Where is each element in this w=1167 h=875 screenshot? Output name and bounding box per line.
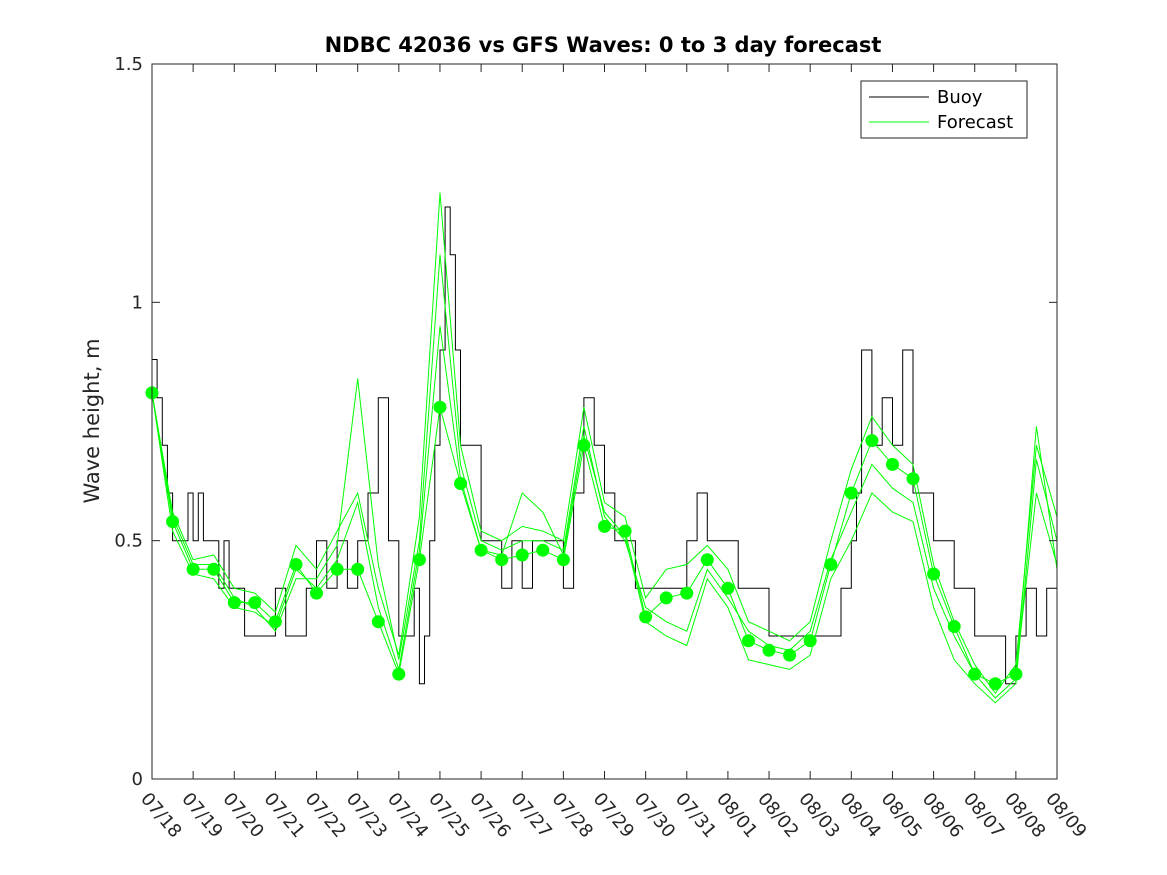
forecast-marker bbox=[680, 586, 694, 600]
y-tick-label: 0 bbox=[132, 769, 143, 790]
forecast-marker bbox=[248, 596, 262, 610]
forecast-marker bbox=[886, 457, 899, 471]
legend-label-buoy: Buoy bbox=[937, 87, 983, 108]
forecast-marker bbox=[166, 515, 180, 529]
forecast-marker bbox=[598, 519, 611, 533]
chart-title: NDBC 42036 vs GFS Waves: 0 to 3 day fore… bbox=[325, 33, 882, 57]
forecast-marker bbox=[762, 643, 776, 657]
forecast-marker bbox=[947, 620, 961, 633]
forecast-marker bbox=[474, 543, 488, 557]
forecast-marker bbox=[268, 615, 282, 629]
forecast-marker bbox=[433, 400, 447, 414]
forecast-marker bbox=[577, 438, 591, 452]
forecast-marker bbox=[927, 567, 941, 581]
forecast-marker bbox=[865, 434, 879, 448]
forecast-member-line-3 bbox=[151, 254, 1058, 699]
forecast-marker bbox=[803, 634, 817, 648]
forecast-marker bbox=[783, 648, 797, 662]
forecast-marker bbox=[639, 610, 653, 624]
forecast-marker bbox=[289, 558, 303, 571]
series-layer bbox=[145, 192, 1058, 704]
forecast-marker bbox=[988, 677, 1002, 691]
forecast-marker bbox=[495, 553, 509, 567]
forecast-marker bbox=[186, 562, 200, 576]
forecast-marker bbox=[227, 596, 241, 610]
legend-box bbox=[860, 80, 1028, 139]
forecast-marker bbox=[659, 591, 673, 605]
forecast-member-line-4 bbox=[151, 326, 1058, 704]
forecast-marker bbox=[742, 634, 755, 648]
forecast-marker bbox=[721, 581, 735, 595]
forecast-marker bbox=[515, 548, 529, 562]
legend: Buoy Forecast bbox=[860, 80, 1028, 139]
y-tick-label: 1 bbox=[132, 292, 143, 313]
forecast-marker bbox=[351, 562, 365, 576]
y-tick-label: 0.5 bbox=[114, 531, 143, 552]
forecast-marker bbox=[392, 667, 406, 681]
forecast-marker bbox=[844, 486, 858, 500]
forecast-marker bbox=[824, 558, 838, 571]
forecast-member-line-2 bbox=[151, 192, 1058, 695]
forecast-marker bbox=[371, 615, 385, 629]
forecast-marker bbox=[1009, 667, 1023, 681]
forecast-marker bbox=[330, 562, 344, 576]
legend-label-forecast: Forecast bbox=[937, 112, 1013, 133]
forecast-marker bbox=[906, 472, 920, 486]
y-tick-label: 1.5 bbox=[114, 54, 143, 75]
forecast-marker bbox=[556, 553, 570, 567]
forecast-marker bbox=[454, 477, 467, 490]
forecast-marker bbox=[618, 524, 632, 538]
forecast-marker bbox=[310, 586, 323, 600]
forecast-marker bbox=[412, 553, 426, 567]
forecast-marker bbox=[207, 562, 221, 576]
forecast-marker bbox=[536, 543, 550, 557]
buoy-series-line bbox=[152, 206, 1058, 685]
forecast-marker bbox=[700, 553, 714, 567]
forecast-marker bbox=[968, 667, 982, 681]
y-axis-label: Wave height, m bbox=[80, 338, 104, 503]
